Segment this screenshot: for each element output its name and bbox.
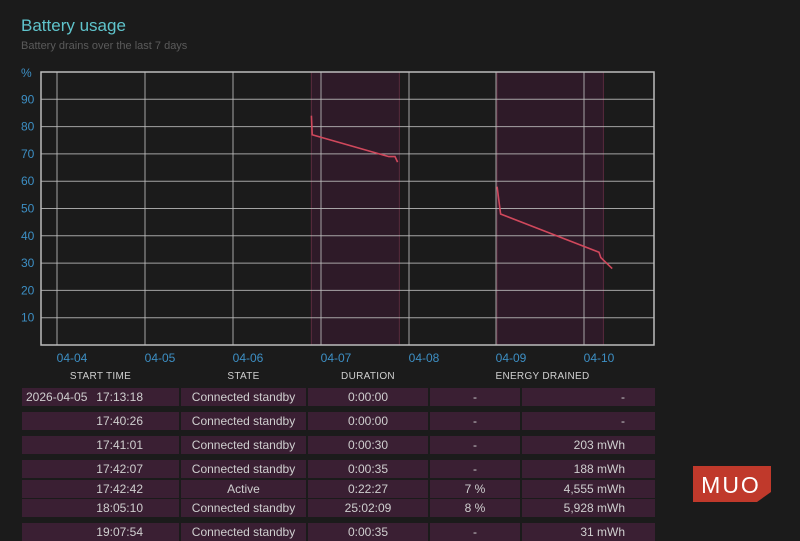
y-tick-label: 40 — [21, 229, 35, 243]
x-tick-label: 04-06 — [233, 351, 264, 365]
duration-cell: 0:00:35 — [308, 523, 428, 541]
start-time-cell: 2026-04-05 17:13:18 — [22, 388, 179, 406]
column-header[interactable]: ENERGY DRAINED — [495, 371, 590, 382]
state-cell: Active — [181, 480, 306, 498]
energy-percent-cell: 8 % — [430, 499, 520, 517]
start-time-cell: 17:40:26 — [22, 412, 179, 430]
start-time-cell: 18:05:10 — [22, 499, 179, 517]
start-time: 17:40:26 — [96, 414, 143, 428]
page-subtitle: Battery drains over the last 7 days — [21, 40, 188, 52]
start-time-cell: 19:07:54 — [22, 523, 179, 541]
y-tick-label: 30 — [21, 256, 35, 270]
duration-cell: 0:00:35 — [308, 460, 428, 478]
y-axis-unit-label: % — [21, 66, 32, 80]
column-header[interactable]: DURATION — [341, 371, 395, 382]
battery-level-line-0 — [310, 115, 399, 163]
duration-cell: 0:00:30 — [308, 436, 428, 454]
energy-mwh-cell: 4,555 mWh — [522, 480, 655, 498]
start-time: 17:41:01 — [96, 438, 143, 452]
x-tick-label: 04-05 — [145, 351, 176, 365]
page-title: Battery usage — [21, 16, 126, 35]
start-time: 17:42:42 — [96, 482, 143, 496]
start-time: 17:13:18 — [96, 390, 143, 404]
state-cell: Connected standby — [181, 523, 306, 541]
y-tick-label: 90 — [21, 92, 35, 106]
energy-percent-cell: - — [430, 523, 520, 541]
energy-mwh-cell: 203 mWh — [522, 436, 655, 454]
state-cell: Connected standby — [181, 412, 306, 430]
energy-mwh-cell: 5,928 mWh — [522, 499, 655, 517]
energy-percent-cell: 7 % — [430, 480, 520, 498]
x-tick-label: 04-07 — [321, 351, 352, 365]
x-tick-label: 04-09 — [496, 351, 527, 365]
x-tick-label: 04-10 — [584, 351, 615, 365]
plot-frame — [40, 71, 655, 346]
y-tick-label: 50 — [21, 202, 35, 216]
battery-level-line-1 — [496, 186, 613, 270]
start-time-cell: 17:42:42 — [22, 480, 179, 498]
duration-cell: 0:00:00 — [308, 412, 428, 430]
state-cell: Connected standby — [181, 499, 306, 517]
energy-mwh-cell: 31 mWh — [522, 523, 655, 541]
energy-percent-cell: - — [430, 460, 520, 478]
x-tick-label: 04-08 — [409, 351, 440, 365]
energy-mwh-cell: 188 mWh — [522, 460, 655, 478]
start-date: 2026-04-05 — [26, 390, 88, 404]
state-cell: Connected standby — [181, 460, 306, 478]
start-time: 19:07:54 — [96, 525, 143, 539]
y-tick-label: 70 — [21, 147, 35, 161]
column-header[interactable]: STATE — [227, 371, 260, 382]
start-time-cell: 17:41:01 — [22, 436, 179, 454]
energy-mwh-cell: - — [522, 388, 655, 406]
start-time: 18:05:10 — [96, 501, 143, 515]
state-cell: Connected standby — [181, 436, 306, 454]
energy-mwh-cell: - — [522, 412, 655, 430]
energy-percent-cell: - — [430, 412, 520, 430]
duration-cell: 0:00:00 — [308, 388, 428, 406]
state-cell: Connected standby — [181, 388, 306, 406]
y-tick-label: 60 — [21, 174, 35, 188]
energy-percent-cell: - — [430, 436, 520, 454]
energy-percent-cell: - — [430, 388, 520, 406]
y-tick-label: 80 — [21, 120, 35, 134]
x-tick-label: 04-04 — [57, 351, 88, 365]
start-time: 17:42:07 — [96, 462, 143, 476]
duration-cell: 0:22:27 — [308, 480, 428, 498]
duration-cell: 25:02:09 — [308, 499, 428, 517]
start-time-cell: 17:42:07 — [22, 460, 179, 478]
y-tick-label: 10 — [21, 311, 35, 325]
battery-usage-chart: % 90 80 70 60 50 40 30 20 10 04-04 04-05 04-06 04-07 0… — [21, 66, 655, 365]
svg-text:MUO: MUO — [701, 472, 761, 498]
column-header[interactable]: START TIME — [69, 371, 132, 382]
muo-watermark-logo: MUO — [693, 466, 771, 502]
y-tick-label: 20 — [21, 283, 35, 297]
